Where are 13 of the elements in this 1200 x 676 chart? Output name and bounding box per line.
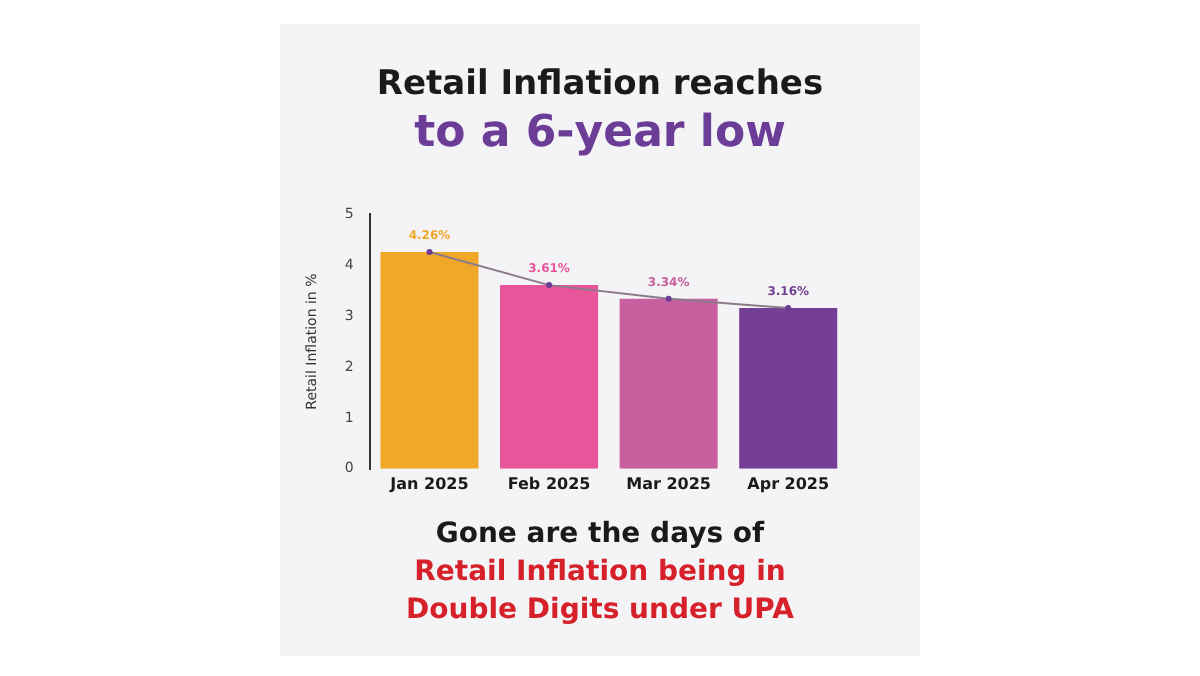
chart-subtitle: to a 6-year low	[412, 108, 788, 158]
text: Retail Inflation being in	[412, 554, 788, 592]
text: Gone are the days of	[433, 516, 767, 554]
chart-title: Retail Inflation reaches	[374, 64, 826, 104]
bar	[739, 308, 838, 469]
x-tick-label: Mar 2025	[626, 474, 712, 493]
x-tick-label: Feb 2025	[507, 474, 592, 493]
bar	[500, 285, 599, 469]
x-tick-label: Apr 2025	[747, 474, 830, 493]
text: Double Digits under UPA	[404, 592, 796, 630]
bar	[380, 252, 479, 469]
bar	[619, 298, 718, 469]
x-tick-label: Jan 2025	[388, 474, 470, 493]
